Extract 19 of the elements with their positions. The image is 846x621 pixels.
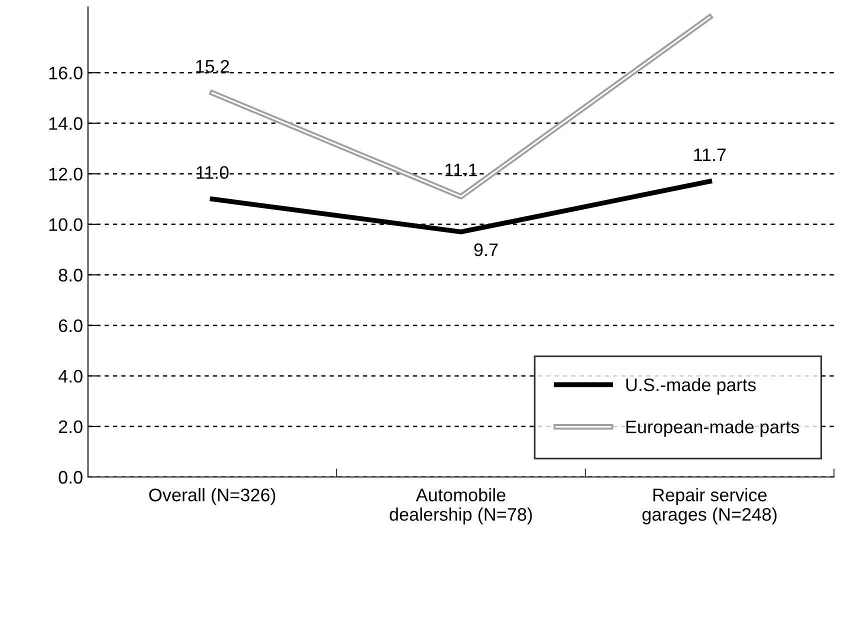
y-tick-label: 6.0 [58,319,82,332]
x-tick-label: Automobile dealership (N=78) [390,488,532,524]
x-tick-label: Repair service garages (N=248) [642,488,777,524]
x-tick-label: Overall (N=326) [149,488,276,505]
y-tick-label: 2.0 [58,420,82,434]
data-label: 9.7 [474,243,498,256]
y-tick-label: 0.0 [58,470,82,484]
y-tick-label: 14.0 [49,117,82,130]
data-label: 11.0 [196,166,229,179]
y-tick-label: 12.0 [49,168,82,180]
y-tick-label: 8.0 [58,268,82,282]
legend-label: European-made parts [626,420,799,437]
data-label: 11.1 [445,164,478,176]
y-tick-label: 10.0 [49,218,82,232]
y-tick-label: 4.0 [58,370,82,383]
y-tick-label: 16.0 [49,66,82,80]
legend-label: U.S.-made parts [626,378,756,395]
data-label: 15.2 [196,60,229,73]
data-label: 11.7 [694,148,726,162]
